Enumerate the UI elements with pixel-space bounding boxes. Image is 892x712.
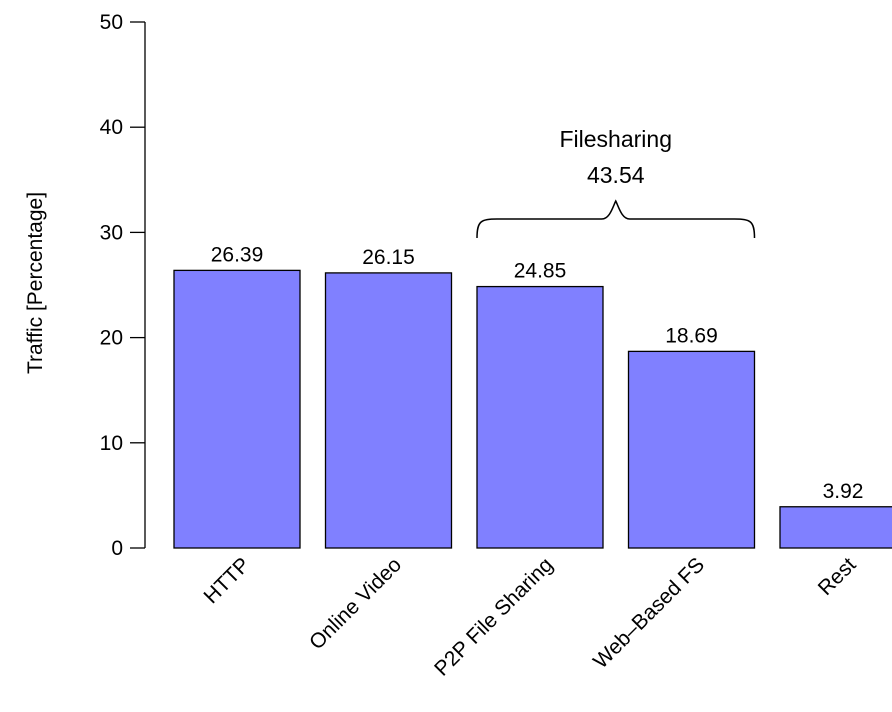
y-tick-label: 20 bbox=[100, 327, 123, 350]
bar bbox=[476, 285, 604, 549]
y-tick-label: 30 bbox=[100, 221, 123, 244]
y-axis-title: Traffic [Percentage] bbox=[24, 192, 47, 374]
value-labels: 26.39 26.15 24.85 18.69 3.92 bbox=[211, 243, 864, 502]
y-tick-label: 10 bbox=[100, 432, 123, 455]
category-label: Online Video bbox=[305, 553, 406, 654]
bar-value-label: 24.85 bbox=[514, 260, 567, 283]
bar bbox=[627, 350, 756, 549]
bar-value-label: 3.92 bbox=[823, 480, 864, 503]
category-label: P2P File Sharing bbox=[430, 553, 557, 680]
bar bbox=[324, 272, 453, 549]
bar-value-label: 18.69 bbox=[665, 324, 718, 347]
bar-value-label: 26.15 bbox=[362, 246, 415, 269]
category-label: Web–Based FS bbox=[589, 553, 709, 673]
annotation-value: 43.54 bbox=[587, 162, 645, 188]
category-label: Rest bbox=[814, 553, 861, 600]
bar bbox=[173, 269, 301, 549]
category-label: HTTP bbox=[200, 553, 255, 608]
bars bbox=[173, 269, 892, 549]
x-axis-labels: HTTP Online Video P2P File Sharing Web–Base… bbox=[200, 553, 861, 681]
y-tick-label: 40 bbox=[100, 116, 123, 139]
bar-value-label: 26.39 bbox=[211, 243, 264, 266]
annotation-brace bbox=[476, 199, 756, 239]
annotation-title: Filesharing bbox=[560, 126, 673, 152]
y-tick-label: 0 bbox=[111, 537, 123, 560]
y-tick-label: 50 bbox=[100, 11, 123, 34]
y-axis: 0 10 20 30 40 50 bbox=[100, 11, 146, 560]
filesharing-annotation: Filesharing 43.54 bbox=[476, 126, 756, 239]
bar bbox=[779, 506, 892, 549]
